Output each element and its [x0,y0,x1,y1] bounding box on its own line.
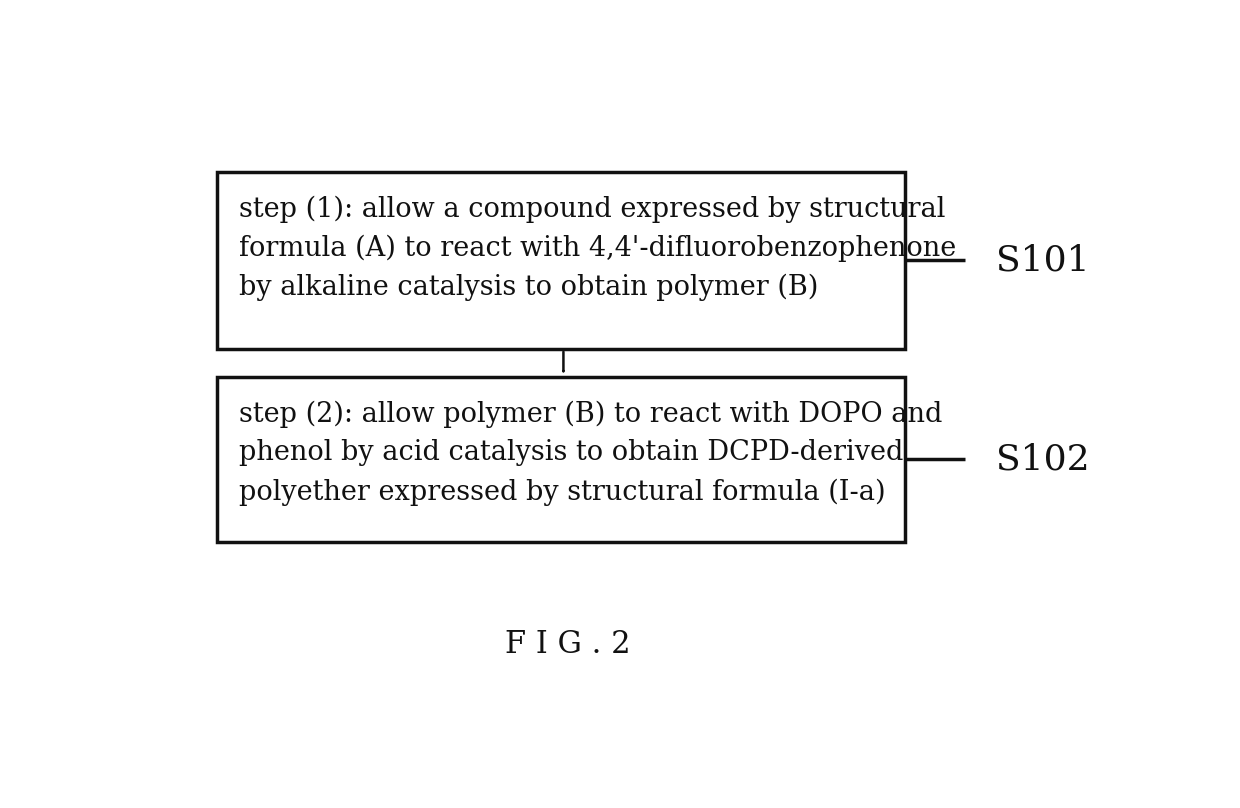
Bar [217,377,905,542]
Text: S101: S101 [996,243,1090,278]
Text: step (1): allow a compound expressed by structural
formula (A) to react with 4,4: step (1): allow a compound expressed by … [238,196,956,301]
Text: F I G . 2: F I G . 2 [506,629,631,660]
Text: step (2): allow polymer (B) to react with DOPO and
phenol by acid catalysis to o: step (2): allow polymer (B) to react wit… [238,401,942,506]
Text: S102: S102 [996,443,1090,477]
Bar [217,171,905,349]
